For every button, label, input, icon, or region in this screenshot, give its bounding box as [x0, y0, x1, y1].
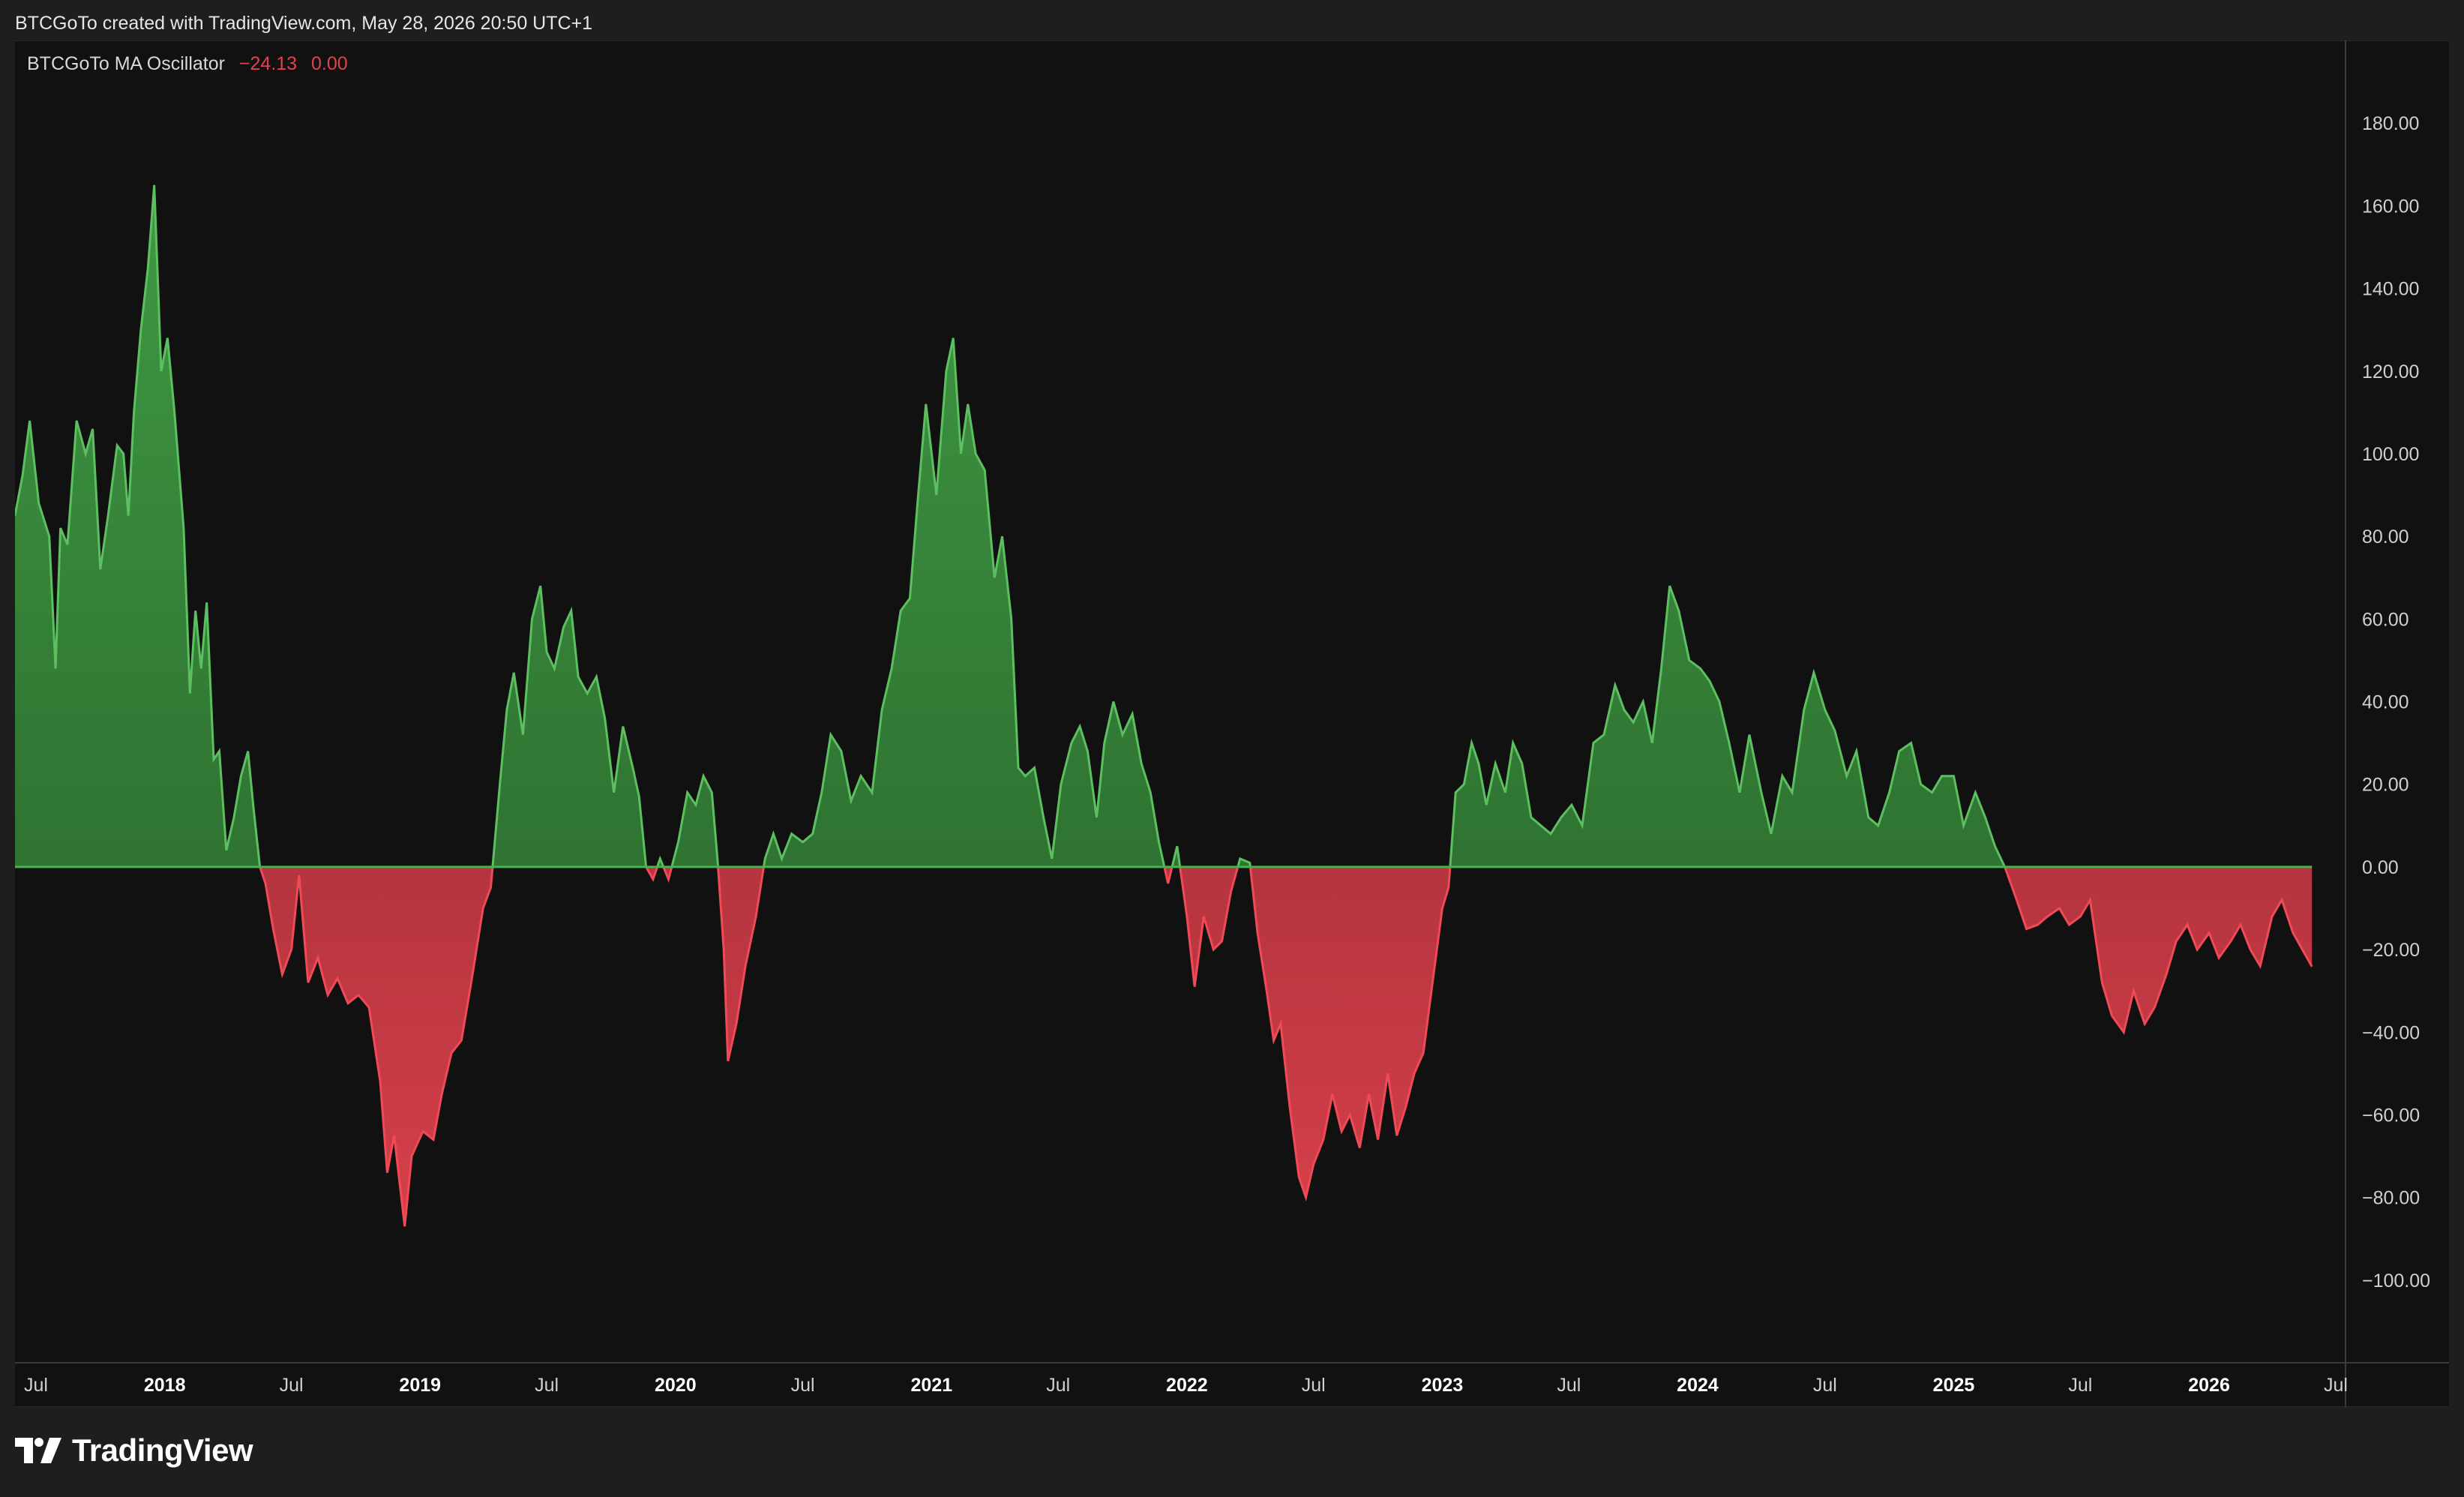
- x-tick-label-year: 2019: [399, 1375, 441, 1396]
- y-tick-label: 100.00: [2362, 444, 2419, 465]
- oscillator-chart[interactable]: 180.00 160.00 140.00 120.00 100.00 80.00 60.00…: [15, 40, 2449, 1407]
- price-axis[interactable]: 180.00 160.00 140.00 120.00 100.00 80.00 60.00…: [2362, 113, 2430, 1292]
- x-tick-label-year: 2022: [1166, 1375, 1208, 1396]
- x-tick-label-month: Jul: [791, 1375, 815, 1396]
- y-tick-label: 160.00: [2362, 196, 2419, 217]
- indicator-legend[interactable]: BTCGoTo MA Oscillator −24.13 0.00: [27, 51, 348, 76]
- y-tick-label: −20.00: [2362, 940, 2420, 961]
- series-line-negative: [259, 866, 2313, 1227]
- x-tick-label-month: Jul: [1302, 1375, 1326, 1396]
- x-tick-label-month: Jul: [1046, 1375, 1070, 1396]
- x-tick-label-month: Jul: [1557, 1375, 1581, 1396]
- x-tick-label-month: Jul: [535, 1375, 559, 1396]
- plot-area: [15, 184, 2313, 1227]
- x-tick-label-month: Jul: [280, 1375, 304, 1396]
- series-line-positive: [15, 184, 2007, 867]
- x-tick-label-month: Jul: [2324, 1375, 2348, 1396]
- positive-area: [15, 184, 2005, 867]
- y-tick-label: 140.00: [2362, 279, 2419, 300]
- y-tick-label: −100.00: [2362, 1270, 2430, 1292]
- tradingview-logo[interactable]: TradingView: [15, 1430, 253, 1472]
- x-tick-label-year: 2018: [144, 1375, 186, 1396]
- x-tick-label-year: 2025: [1933, 1375, 1975, 1396]
- y-tick-label: 80.00: [2362, 526, 2409, 548]
- x-tick-label-year: 2026: [2188, 1375, 2230, 1396]
- x-tick-label-year: 2024: [1677, 1375, 1719, 1396]
- x-tick-label-year: 2021: [910, 1375, 952, 1396]
- x-tick-label-year: 2023: [1422, 1375, 1464, 1396]
- indicator-name: BTCGoTo MA Oscillator: [27, 53, 225, 74]
- indicator-zero-value: 0.00: [311, 53, 348, 74]
- y-tick-label: −80.00: [2362, 1188, 2420, 1209]
- chart-header: BTCGoTo created with TradingView.com, Ma…: [15, 13, 593, 34]
- y-tick-label: 180.00: [2362, 113, 2419, 134]
- chart-pane[interactable]: [15, 40, 2449, 1407]
- y-tick-label: −60.00: [2362, 1105, 2420, 1126]
- y-tick-label: 40.00: [2362, 692, 2409, 713]
- x-tick-label-year: 2020: [655, 1375, 697, 1396]
- x-tick-label-month: Jul: [24, 1375, 48, 1396]
- indicator-value: −24.13: [238, 53, 298, 74]
- time-axis[interactable]: Jul 2018 Jul 2019 Jul 2020 Jul 2021 Jul 2022 Jul 20…: [24, 1375, 2348, 1396]
- y-tick-label: 60.00: [2362, 609, 2409, 630]
- x-tick-label-month: Jul: [1813, 1375, 1837, 1396]
- x-tick-label-month: Jul: [2068, 1375, 2092, 1396]
- y-tick-label: −40.00: [2362, 1022, 2420, 1043]
- brand-name: TradingView: [72, 1432, 253, 1468]
- y-tick-label: 120.00: [2362, 362, 2419, 382]
- tradingview-icon: [15, 1438, 61, 1463]
- negative-area: [15, 866, 2313, 1227]
- y-tick-label: 0.00: [2362, 857, 2399, 878]
- y-tick-label: 20.00: [2362, 775, 2409, 796]
